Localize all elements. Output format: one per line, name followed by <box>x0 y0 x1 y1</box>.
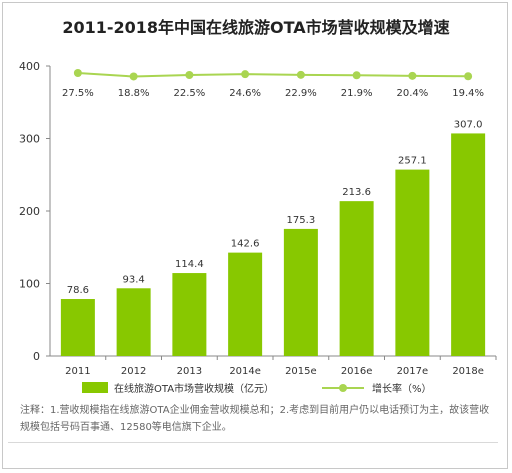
growth-rate-label: 27.5% <box>62 88 94 99</box>
bar <box>60 299 95 356</box>
bar-value-label: 213.6 <box>342 187 371 198</box>
footnote-divider <box>8 442 498 443</box>
x-tick-label: 2013 <box>177 366 202 377</box>
growth-rate-label: 22.9% <box>285 88 317 99</box>
y-tick-label: 100 <box>19 278 40 291</box>
chart-frame <box>2 2 508 469</box>
bar <box>116 288 151 356</box>
growth-rate-point <box>129 72 138 81</box>
bar <box>172 273 207 356</box>
growth-rate-label: 21.9% <box>341 88 373 99</box>
bar <box>339 201 374 356</box>
growth-rate-label: 19.4% <box>452 88 484 99</box>
bar-value-label: 78.6 <box>67 285 89 296</box>
growth-rate-line <box>77 72 469 78</box>
legend-bar-label: 在线旅游OTA市场营收规模（亿元） <box>114 382 274 395</box>
y-tick-label: 300 <box>19 133 40 146</box>
growth-rate-point <box>185 71 194 79</box>
x-tick-label: 2015e <box>285 366 317 377</box>
bar <box>451 133 486 356</box>
bar <box>283 228 318 356</box>
y-tick-label: 400 <box>19 60 40 73</box>
x-tick-label: 2014e <box>229 366 261 377</box>
y-tick-label: 0 <box>33 350 40 363</box>
growth-rate-point <box>464 72 473 81</box>
chart-title: 2011-2018年中国在线旅游OTA市场营收规模及增速 <box>62 18 450 37</box>
legend-line-label: 增长率（%） <box>372 382 432 395</box>
x-tick-label: 2016e <box>341 366 373 377</box>
legend-bar-swatch <box>82 382 108 393</box>
footnote: 注释：1.营收规模指在线旅游OTA企业佣金营收规模总和；2.考虑到目前用户仍以电… <box>20 405 490 433</box>
growth-rate-label: 24.6% <box>229 88 261 99</box>
bar <box>395 169 430 356</box>
legend-line-marker <box>339 384 347 392</box>
x-tick-label: 2012 <box>121 366 146 377</box>
bar-value-label: 257.1 <box>398 156 427 167</box>
growth-rate-point <box>241 70 250 79</box>
bar-line-chart: 0 100 200 300 400 78.6 2011 93.4 2012 114.4 2013 14… <box>19 60 497 395</box>
y-tick-label: 200 <box>19 205 40 218</box>
growth-rate-label: 18.8% <box>118 88 150 99</box>
growth-rate-point <box>73 69 82 77</box>
bar-value-label: 142.6 <box>231 239 260 250</box>
x-tick-label: 2017e <box>397 366 429 377</box>
bar-value-label: 93.4 <box>122 274 144 285</box>
bar <box>228 252 263 356</box>
growth-rate-label: 22.5% <box>173 88 205 99</box>
x-tick-label: 2018e <box>452 366 484 377</box>
x-tick-label: 2011 <box>65 366 90 377</box>
bar-value-label: 114.4 <box>175 259 204 270</box>
bar-value-label: 175.3 <box>287 215 316 226</box>
growth-rate-point <box>408 71 417 80</box>
growth-rate-label: 20.4% <box>396 88 428 99</box>
growth-rate-point <box>352 71 361 80</box>
bar-value-label: 307.0 <box>454 119 483 130</box>
growth-rate-point <box>296 70 305 79</box>
